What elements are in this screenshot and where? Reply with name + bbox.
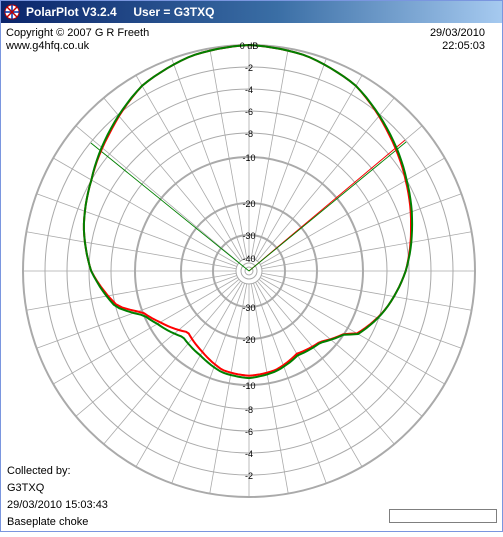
grid-spoke bbox=[209, 283, 248, 494]
grid-spoke bbox=[171, 58, 245, 259]
scale-label-bottom: -30 bbox=[242, 303, 255, 313]
grid-spoke bbox=[53, 277, 238, 385]
header-date: 29/03/2010 bbox=[429, 27, 485, 39]
plot-description: Baseplate choke bbox=[7, 516, 89, 528]
grid-spoke bbox=[75, 279, 240, 417]
scale-label-top: -2 bbox=[245, 63, 253, 73]
scale-labels: 0 dB -2 -4 -6 -8 -10 -20 -30 -40 -30 -20 -10 -8 -6 -4 -… bbox=[240, 41, 259, 481]
inner-ring-0 bbox=[244, 266, 254, 276]
datetime-block: 29/03/2010 22:05:03 bbox=[430, 27, 485, 53]
title-bar[interactable]: PolarPlot V3.2.4 User = G3TXQ bbox=[1, 1, 502, 23]
scale-label-top: -10 bbox=[242, 153, 255, 163]
direction-markers bbox=[90, 139, 407, 272]
scale-label-bottom: -6 bbox=[245, 427, 253, 437]
pattern-traces bbox=[82, 43, 414, 380]
grid-spoke bbox=[257, 97, 395, 262]
grid-spoke bbox=[253, 283, 327, 484]
grid-spoke bbox=[135, 282, 243, 467]
website-link[interactable]: www.g4hfq.co.uk bbox=[6, 40, 90, 52]
grid-spoke bbox=[255, 75, 363, 260]
scale-label-top: -40 bbox=[242, 254, 255, 264]
grid-spoke bbox=[250, 283, 289, 494]
scale-label-bottom: -20 bbox=[242, 335, 255, 345]
copyright-block: Copyright © 2007 G R Freeth www.g4hfq.co… bbox=[6, 27, 149, 53]
direction-marker-line bbox=[248, 141, 407, 272]
status-box bbox=[389, 509, 497, 523]
scale-label-bottom: -2 bbox=[245, 471, 253, 481]
grid-spoke bbox=[171, 283, 245, 484]
polar-plot: 0 dB -2 -4 -6 -8 -10 -20 -30 -40 -30 -20 -10 -8 -6 -4 -… bbox=[22, 41, 476, 498]
grid-spoke bbox=[261, 193, 462, 267]
scale-label-top: -30 bbox=[242, 231, 255, 241]
grid-spoke bbox=[103, 280, 241, 445]
grid-spoke bbox=[260, 277, 445, 385]
grid-spoke bbox=[261, 272, 472, 311]
grid-spoke bbox=[103, 97, 241, 262]
grid-spoke bbox=[26, 231, 237, 270]
pattern-trace-green bbox=[82, 43, 414, 380]
grid-spoke bbox=[258, 279, 423, 417]
scale-label-top: -6 bbox=[245, 107, 253, 117]
grid-spoke bbox=[260, 157, 445, 265]
grid-spoke bbox=[209, 48, 248, 259]
header-time: 22:05:03 bbox=[442, 40, 485, 52]
scale-label-top: -20 bbox=[242, 199, 255, 209]
grid-spoke bbox=[36, 193, 237, 267]
grid-spoke bbox=[26, 272, 237, 311]
scale-label-top: -4 bbox=[245, 85, 253, 95]
grid-spoke bbox=[250, 48, 289, 259]
app-icon[interactable] bbox=[4, 4, 20, 20]
polar-spokes bbox=[23, 45, 475, 497]
grid-spoke bbox=[261, 275, 462, 349]
collector-name: G3TXQ bbox=[7, 482, 45, 494]
grid-spoke bbox=[135, 75, 243, 260]
polar-plot-area: 0 dB -2 -4 -6 -8 -10 -20 -30 -40 -30 -20 -10 -8 -6 -4 -… bbox=[1, 23, 502, 532]
grid-spoke bbox=[257, 280, 395, 445]
inner-ring-1 bbox=[240, 262, 258, 280]
scale-label-top: -8 bbox=[245, 129, 253, 139]
scale-label-top: 0 dB bbox=[240, 41, 259, 51]
collected-datetime: 29/03/2010 15:03:43 bbox=[7, 499, 108, 511]
grid-spoke bbox=[75, 125, 240, 263]
scale-label-bottom: -10 bbox=[242, 381, 255, 391]
direction-marker-line bbox=[90, 142, 250, 272]
window-title: PolarPlot V3.2.4 User = G3TXQ bbox=[26, 5, 215, 19]
collected-by-label: Collected by: bbox=[7, 465, 71, 477]
grid-spoke bbox=[261, 231, 472, 270]
scale-label-bottom: -8 bbox=[245, 405, 253, 415]
grid-spoke bbox=[255, 282, 363, 467]
grid-spoke bbox=[253, 58, 327, 259]
grid-spoke bbox=[53, 157, 238, 265]
scale-label-bottom: -4 bbox=[245, 449, 253, 459]
collection-info: Collected by: G3TXQ 29/03/2010 15:03:43 … bbox=[7, 463, 108, 531]
copyright-text: Copyright © 2007 G R Freeth bbox=[6, 27, 150, 39]
